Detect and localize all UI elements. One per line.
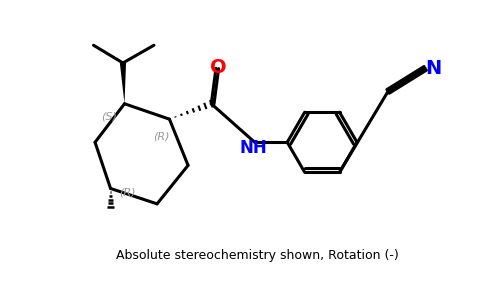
Text: Absolute stereochemistry shown, Rotation (-): Absolute stereochemistry shown, Rotation… (116, 249, 399, 262)
Text: O: O (210, 58, 226, 77)
Text: NH: NH (240, 140, 267, 158)
Text: (R): (R) (154, 131, 170, 141)
Text: (R): (R) (120, 187, 136, 197)
Polygon shape (120, 63, 126, 104)
Text: N: N (425, 59, 441, 78)
Text: (S): (S) (101, 111, 117, 121)
